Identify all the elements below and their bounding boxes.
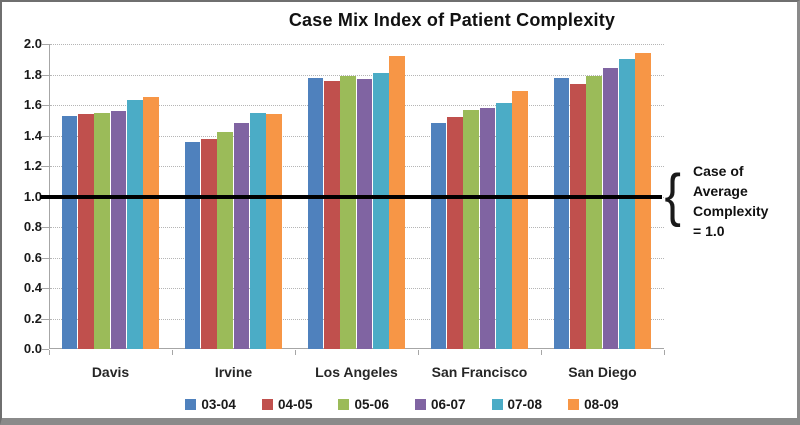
- bar-los-angeles-06-07: [356, 79, 373, 349]
- y-axis-tick-mark: [41, 74, 49, 76]
- curly-brace-icon: {: [664, 163, 681, 228]
- y-axis-tick-label: 2.0: [23, 36, 42, 51]
- bar-davis-03-04: [61, 115, 78, 349]
- y-axis-tick-mark: [41, 44, 49, 45]
- y-axis-tick-mark: [41, 105, 49, 106]
- y-axis-tick-label: 0.6: [23, 249, 42, 265]
- y-axis-tick-label: 0.0: [23, 341, 42, 356]
- annotation-line-1: Case of: [693, 163, 744, 179]
- x-axis-tick-mark: [418, 350, 419, 355]
- x-axis-tick-mark: [541, 350, 542, 355]
- legend-swatch-icon: [185, 399, 197, 410]
- y-axis-tick-mark: [41, 318, 49, 320]
- legend-item-03-04: 03-04: [185, 397, 236, 412]
- legend-label: 07-08: [507, 397, 543, 412]
- y-axis-tick-label: 1.2: [23, 158, 42, 173]
- bar-los-angeles-03-04: [307, 77, 324, 349]
- bar-los-angeles-07-08: [372, 72, 389, 349]
- bar-san-diego-06-07: [602, 68, 619, 349]
- y-axis-tick-mark: [41, 227, 49, 228]
- bar-san-francisco-08-09: [512, 91, 528, 349]
- y-axis-tick-mark: [41, 288, 49, 289]
- bar-los-angeles-04-05: [323, 80, 340, 349]
- legend-swatch-icon: [491, 399, 503, 410]
- x-axis-category-label: San Diego: [568, 364, 637, 380]
- bar-irvine-03-04: [184, 141, 201, 349]
- legend-label: 06-07: [431, 397, 466, 412]
- bar-davis-07-08: [126, 100, 143, 349]
- legend: 03-04 04-05 05-06 06-07 07-08 08-09: [2, 397, 797, 412]
- bar-irvine-07-08: [249, 112, 266, 349]
- bar-san-diego-07-08: [618, 59, 635, 349]
- bar-san-francisco-05-06: [463, 109, 479, 349]
- y-axis-tick-label: 0.4: [23, 280, 42, 295]
- y-axis-tick-mark: [41, 349, 49, 350]
- legend-label: 03-04: [201, 397, 236, 412]
- bar-davis-04-05: [77, 114, 94, 349]
- legend-label: 08-09: [584, 397, 619, 412]
- bar-san-francisco-03-04: [430, 123, 447, 349]
- bar-san-francisco-06-07: [479, 108, 496, 349]
- y-axis-tick-label: 1.0: [23, 188, 42, 204]
- legend-item-05-06: 05-06: [338, 397, 389, 412]
- bar-san-diego-08-09: [635, 53, 651, 349]
- bar-irvine-06-07: [233, 123, 250, 349]
- bar-irvine-05-06: [217, 132, 233, 349]
- legend-item-06-07: 06-07: [415, 397, 466, 412]
- annotation-line-3: Complexity: [693, 203, 769, 219]
- x-axis-tick-mark: [295, 350, 296, 355]
- legend-item-07-08: 07-08: [491, 397, 543, 412]
- x-axis-tick-mark: [172, 350, 173, 355]
- x-axis-category-label: Davis: [91, 364, 130, 380]
- chart-title: Case Mix Index of Patient Complexity: [288, 10, 616, 30]
- bar-san-francisco-04-05: [446, 117, 463, 349]
- bar-san-francisco-07-08: [495, 103, 512, 349]
- legend-label: 04-05: [277, 397, 313, 412]
- y-axis-tick-mark: [41, 135, 49, 137]
- reference-line-1.0: [40, 194, 662, 199]
- bar-san-diego-05-06: [586, 76, 602, 349]
- bar-los-angeles-08-09: [389, 56, 405, 349]
- gridline-1.8: [50, 74, 664, 76]
- bar-davis-06-07: [110, 111, 127, 349]
- y-axis-tick-label: 1.4: [23, 127, 42, 143]
- legend-swatch-icon: [261, 399, 273, 410]
- y-axis-tick-label: 0.2: [23, 310, 42, 326]
- y-axis-tick-label: 0.8: [23, 219, 42, 234]
- annotation-line-4: = 1.0: [693, 223, 725, 239]
- y-axis-tick-mark: [41, 257, 49, 259]
- x-axis-category-label: San Francisco: [431, 364, 528, 380]
- annotation-line-2: Average: [693, 183, 748, 199]
- y-axis-tick-label: 1.6: [23, 97, 42, 112]
- bar-irvine-08-09: [266, 114, 282, 349]
- y-axis-tick-mark: [41, 166, 49, 167]
- x-axis-category-label: Los Angeles: [315, 364, 398, 380]
- x-axis-tick-mark: [49, 350, 50, 355]
- bar-davis-05-06: [94, 112, 110, 349]
- reference-annotation: Case of Average Complexity = 1.0: [693, 161, 797, 241]
- legend-item-08-09: 08-09: [568, 397, 619, 412]
- bar-san-diego-04-05: [569, 83, 586, 349]
- y-axis-tick-label: 1.8: [23, 66, 42, 82]
- gridline-2.0: [50, 44, 664, 45]
- legend-swatch-icon: [415, 399, 426, 410]
- bar-davis-08-09: [143, 97, 159, 349]
- bar-los-angeles-05-06: [340, 76, 356, 349]
- legend-item-04-05: 04-05: [261, 397, 313, 412]
- x-axis-category-label: Irvine: [214, 364, 253, 380]
- legend-swatch-icon: [568, 399, 580, 410]
- bar-irvine-04-05: [200, 138, 217, 349]
- legend-label: 05-06: [354, 397, 389, 412]
- bar-san-diego-03-04: [553, 77, 570, 349]
- x-axis-tick-mark: [664, 350, 665, 355]
- legend-swatch-icon: [338, 399, 350, 410]
